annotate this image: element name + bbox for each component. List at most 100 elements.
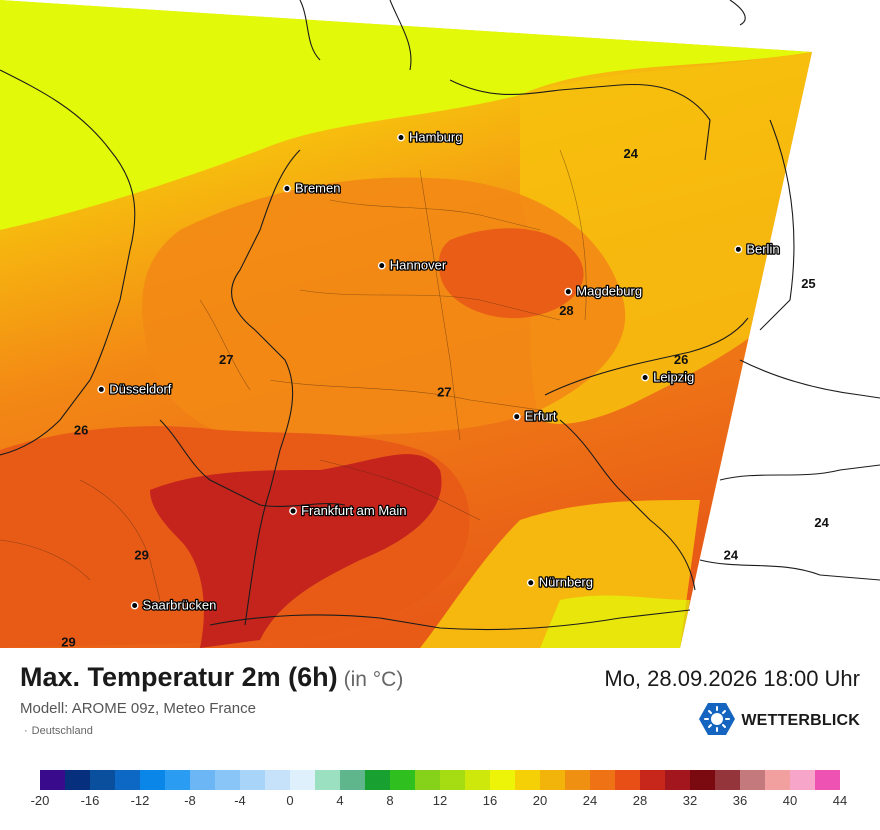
city-dot bbox=[526, 578, 535, 587]
temperature-value-label: 28 bbox=[559, 303, 573, 318]
city-label: Hannover bbox=[390, 258, 447, 273]
scale-tick-label: -20 bbox=[30, 793, 50, 808]
city-dot bbox=[641, 373, 649, 382]
scale-swatch bbox=[465, 770, 490, 790]
scale-swatch bbox=[115, 770, 140, 790]
map-canvas: Hamburg Bremen Hannover Berlin Magdeburg Leip… bbox=[0, 0, 880, 648]
title-text: Max. Temperatur 2m (6h) bbox=[20, 662, 338, 692]
state-border bbox=[199, 299, 251, 391]
city-marker: Stuttgart bbox=[356, 646, 408, 648]
city-label: Stuttgart bbox=[358, 647, 408, 648]
field-alps bbox=[540, 595, 690, 648]
city-marker: Frankfurt am Main bbox=[289, 502, 408, 519]
scale-swatch bbox=[815, 770, 840, 790]
country-border bbox=[759, 119, 795, 331]
state-border bbox=[419, 169, 461, 441]
scale-tick-label: 40 bbox=[782, 793, 798, 808]
field-hotspot-east bbox=[438, 228, 584, 319]
temperature-value-label: 29 bbox=[134, 548, 148, 563]
temperature-value-label: 26 bbox=[74, 423, 88, 438]
country-border bbox=[699, 559, 880, 581]
map-title: Max. Temperatur 2m (6h) (in °C) bbox=[20, 662, 403, 693]
scale-swatch bbox=[590, 770, 615, 790]
scale-swatch bbox=[40, 770, 65, 790]
brand-name: WETTERBLICK bbox=[741, 712, 860, 729]
scale-tick-label: -4 bbox=[234, 793, 246, 808]
country-border bbox=[159, 419, 346, 507]
scale-swatch bbox=[440, 770, 465, 790]
country-border bbox=[544, 317, 749, 396]
scale-tick-label: 24 bbox=[582, 793, 598, 808]
scale-tick-label: 36 bbox=[732, 793, 748, 808]
scale-swatch bbox=[490, 770, 515, 790]
city-label: Bremen bbox=[295, 181, 341, 196]
scale-swatch bbox=[765, 770, 790, 790]
city-dot bbox=[397, 133, 405, 142]
sun-icon bbox=[699, 702, 736, 741]
temperature-value-label: 24 bbox=[624, 146, 639, 161]
field-sea bbox=[0, 0, 812, 230]
city-label: Magdeburg bbox=[576, 284, 642, 299]
scale-tick-label: 44 bbox=[832, 793, 848, 808]
city-marker: Berlin bbox=[734, 240, 781, 258]
city-label: Frankfurt am Main bbox=[301, 503, 406, 518]
valid-datetime: Mo, 28.09.2026 18:00 Uhr bbox=[604, 666, 860, 691]
city-marker: Düsseldorf bbox=[97, 380, 173, 398]
city-label: Saarbrücken bbox=[143, 598, 217, 613]
country-border bbox=[739, 359, 880, 399]
scale-swatch bbox=[340, 770, 365, 790]
country-border bbox=[559, 419, 696, 591]
scale-tick-label: 16 bbox=[482, 793, 498, 808]
state-border bbox=[0, 539, 91, 581]
city-marker: Erfurt bbox=[512, 407, 558, 425]
scale-swatch bbox=[690, 770, 715, 790]
country-border bbox=[729, 0, 746, 26]
state-border bbox=[559, 149, 587, 321]
city-marker: Hannover bbox=[377, 256, 448, 274]
scale-swatch bbox=[190, 770, 215, 790]
scale-swatch bbox=[140, 770, 165, 790]
city-label: Hamburg bbox=[409, 129, 462, 144]
city-dot bbox=[734, 245, 743, 254]
scale-swatch bbox=[365, 770, 390, 790]
temperature-value-label: 24 bbox=[814, 515, 829, 530]
region-bullet: · bbox=[24, 725, 28, 737]
state-border bbox=[329, 199, 541, 231]
scale-swatch bbox=[240, 770, 265, 790]
scale-tick-label: 32 bbox=[682, 793, 698, 808]
scale-swatch bbox=[640, 770, 665, 790]
unit-label: (in °C) bbox=[343, 668, 404, 691]
country-border bbox=[449, 79, 711, 161]
scale-swatch bbox=[615, 770, 640, 790]
scale-swatch bbox=[790, 770, 815, 790]
scale-tick-label: 8 bbox=[386, 793, 394, 808]
scale-swatch bbox=[565, 770, 590, 790]
temperature-value-label: 26 bbox=[674, 352, 688, 367]
scale-tick-label: -16 bbox=[80, 793, 100, 808]
city-dot bbox=[564, 287, 573, 296]
city-label: Berlin bbox=[746, 241, 779, 256]
scale-swatch bbox=[165, 770, 190, 790]
scale-swatch bbox=[265, 770, 290, 790]
city-label: Nürnberg bbox=[539, 575, 593, 590]
value-labels: 24252826272726242429293030253128 bbox=[61, 146, 829, 648]
temperature-value-label: 27 bbox=[437, 385, 451, 400]
state-border-lines bbox=[0, 149, 587, 601]
field-hottest bbox=[150, 454, 442, 648]
scale-tick-label: 28 bbox=[632, 793, 648, 808]
model-info: Modell: AROME 09z, Meteo France bbox=[20, 700, 256, 717]
state-border bbox=[79, 479, 161, 601]
temperature-value-label: 24 bbox=[724, 548, 739, 563]
color-scale-ticks: -20 -16 -12 -8 -4 0 4 8 12 16 20 24 28 32 36 40 44 bbox=[31, 790, 848, 814]
city-marker: Magdeburg bbox=[564, 282, 643, 300]
city-dot bbox=[377, 261, 386, 270]
scale-tick-label: 4 bbox=[336, 793, 344, 808]
scale-swatch bbox=[315, 770, 340, 790]
temperature-field bbox=[0, 0, 812, 648]
scale-tick-label: 12 bbox=[432, 793, 448, 808]
state-border bbox=[269, 379, 541, 411]
scale-swatch bbox=[415, 770, 440, 790]
scale-swatch bbox=[65, 770, 90, 790]
city-label: Düsseldorf bbox=[109, 381, 172, 396]
country-border bbox=[209, 609, 691, 631]
